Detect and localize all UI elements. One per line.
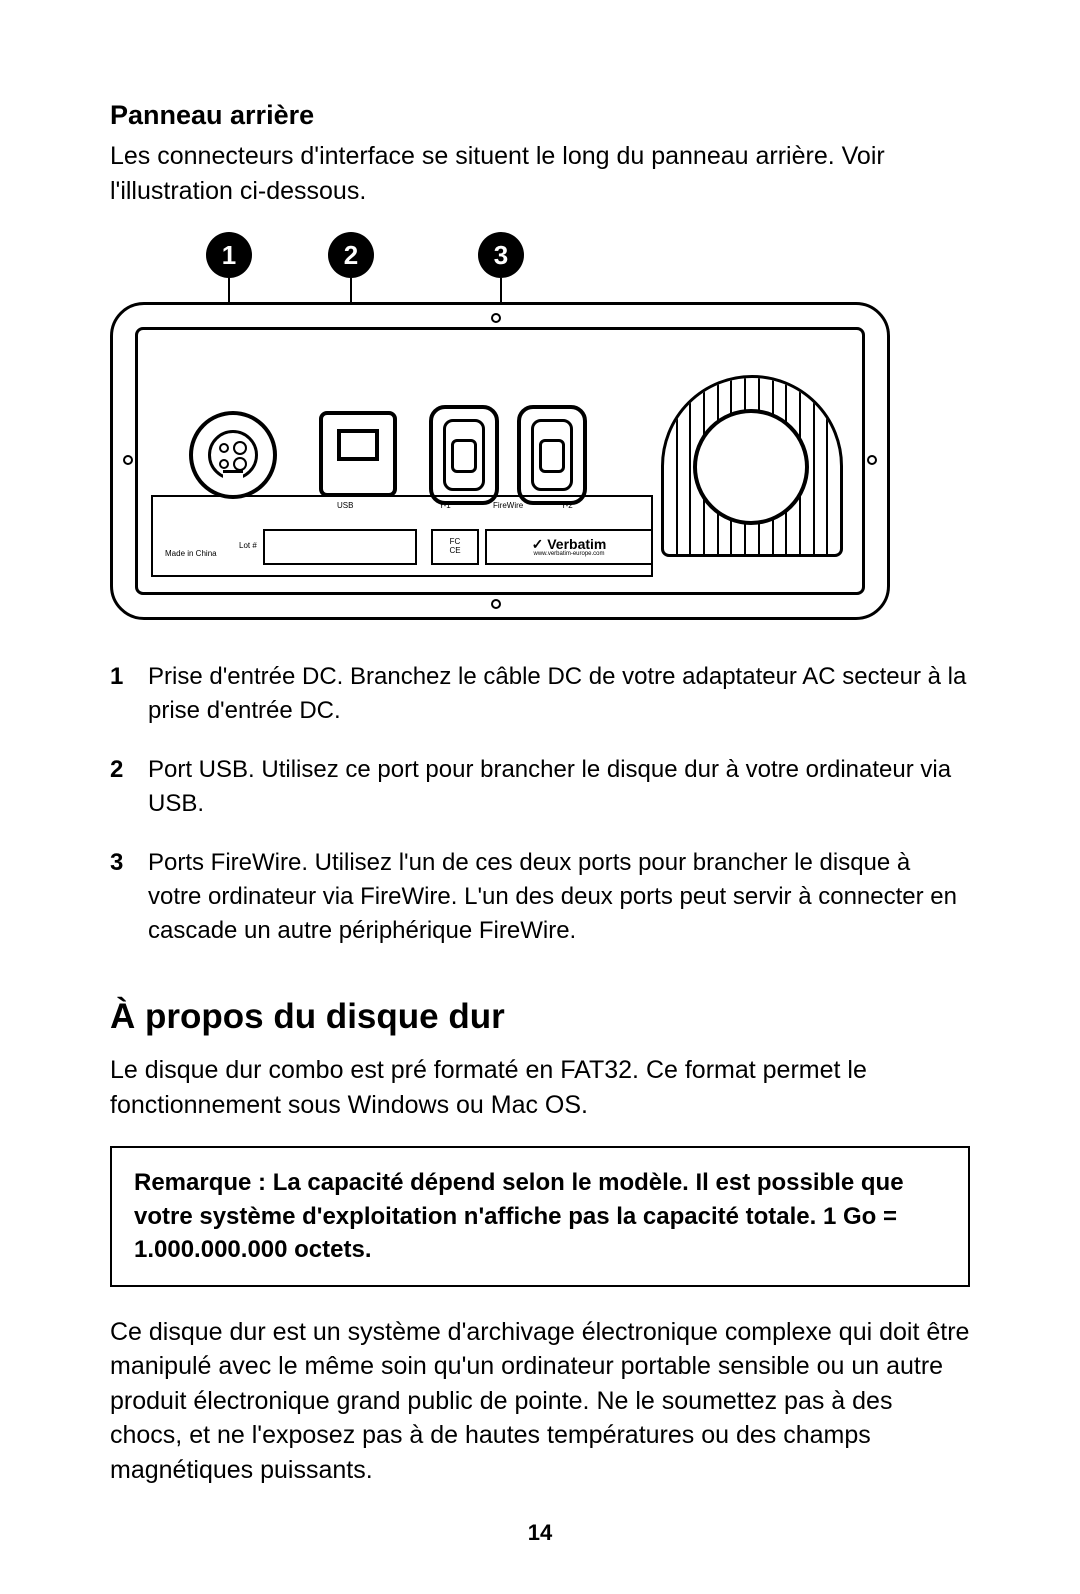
legend-text: Ports FireWire. Utilisez l'un de ces deu…	[148, 846, 970, 947]
screw-icon	[491, 599, 501, 609]
firewire-port-1-icon	[429, 405, 499, 505]
rear-panel-heading: Panneau arrière	[110, 100, 970, 131]
lot-label: Lot #	[239, 541, 257, 550]
firewire-port-2-icon	[517, 405, 587, 505]
ce-mark: CE	[449, 547, 460, 556]
about-hdd-p1: Le disque dur combo est pré formaté en F…	[110, 1053, 970, 1122]
screw-icon	[491, 313, 501, 323]
rear-panel-figure: 1 2 3	[110, 232, 890, 620]
rear-panel-intro: Les connecteurs d'interface se situent l…	[110, 139, 970, 208]
usb-label: USB	[337, 501, 353, 510]
firewire-label: FireWire	[493, 501, 523, 510]
device-rear-illustration: USB Y-1 FireWire Y-2 Made in China Lot #…	[110, 302, 890, 620]
page-number: 14	[0, 1520, 1080, 1546]
brand-name: ✓ Verbatim	[532, 537, 607, 551]
legend-num: 3	[110, 846, 130, 947]
about-hdd-heading: À propos du disque dur	[110, 997, 970, 1037]
callout-2: 2	[328, 232, 374, 278]
callout-1: 1	[206, 232, 252, 278]
legend-item-1: 1 Prise d'entrée DC. Branchez le câble D…	[110, 660, 970, 727]
legend-num: 2	[110, 753, 130, 820]
made-in-label: Made in China	[165, 549, 217, 558]
fan-hub-icon	[693, 409, 809, 525]
about-hdd-p2: Ce disque dur est un système d'archivage…	[110, 1315, 970, 1488]
figure-legend-list: 1 Prise d'entrée DC. Branchez le câble D…	[110, 660, 970, 947]
screw-icon	[123, 455, 133, 465]
lot-number-box	[263, 529, 417, 565]
y2-label: Y-2	[561, 501, 573, 510]
legend-num: 1	[110, 660, 130, 727]
legend-text: Port USB. Utilisez ce port pour brancher…	[148, 753, 970, 820]
screw-icon	[867, 455, 877, 465]
capacity-note-box: Remarque : La capacité dépend selon le m…	[110, 1146, 970, 1287]
brand-box: ✓ Verbatim www.verbatim-europe.com	[485, 529, 653, 565]
dc-input-port-icon	[189, 411, 277, 499]
legend-item-3: 3 Ports FireWire. Utilisez l'un de ces d…	[110, 846, 970, 947]
usb-port-icon	[319, 411, 397, 497]
manual-page: Panneau arrière Les connecteurs d'interf…	[0, 0, 1080, 1594]
legend-item-2: 2 Port USB. Utilisez ce port pour branch…	[110, 753, 970, 820]
legend-text: Prise d'entrée DC. Branchez le câble DC …	[148, 660, 970, 727]
cert-box: FC CE	[431, 529, 479, 565]
figure-callouts: 1 2 3	[110, 232, 890, 302]
y1-label: Y-1	[439, 501, 451, 510]
brand-url: www.verbatim-europe.com	[533, 551, 604, 557]
callout-3: 3	[478, 232, 524, 278]
